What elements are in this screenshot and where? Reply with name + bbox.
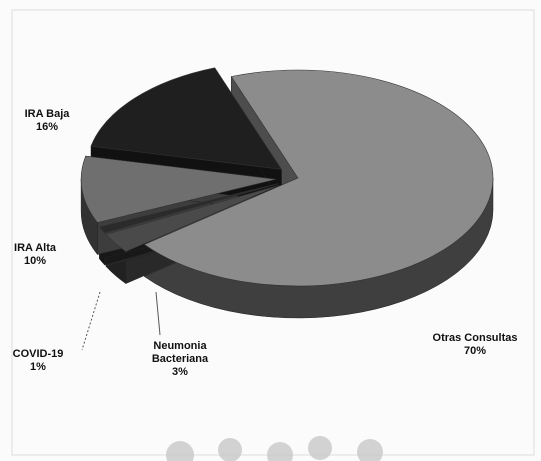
label-value: 70% xyxy=(463,345,487,357)
label-value: 10% xyxy=(23,255,47,267)
data-label: IRA Baja 16% xyxy=(22,108,72,134)
label-name: IRA Baja xyxy=(24,108,70,120)
label-value: 3% xyxy=(172,366,188,378)
label-value: 16% xyxy=(35,121,59,133)
label-name: COVID-19 xyxy=(12,348,64,360)
data-label: IRA Alta 10% xyxy=(10,242,60,268)
pie-slice xyxy=(90,67,283,170)
decorative-icons xyxy=(166,436,383,461)
leader-line xyxy=(81,291,101,351)
data-label: Neumonia Bacteriana 3% xyxy=(145,340,215,379)
label-name: IRA Alta xyxy=(14,242,56,254)
pie-slice xyxy=(143,69,494,287)
pie xyxy=(80,66,494,319)
label-name: Otras Consultas xyxy=(432,332,518,344)
pie-slice xyxy=(105,184,280,252)
pie-slice xyxy=(98,183,279,234)
label-value: 1% xyxy=(30,361,46,373)
pie-slice xyxy=(80,155,277,223)
data-label: Otras Consultas 70% xyxy=(420,332,530,358)
data-label: COVID-19 1% xyxy=(8,348,68,374)
label-name: Neumonia Bacteriana xyxy=(151,340,209,365)
leader-line xyxy=(155,291,161,336)
